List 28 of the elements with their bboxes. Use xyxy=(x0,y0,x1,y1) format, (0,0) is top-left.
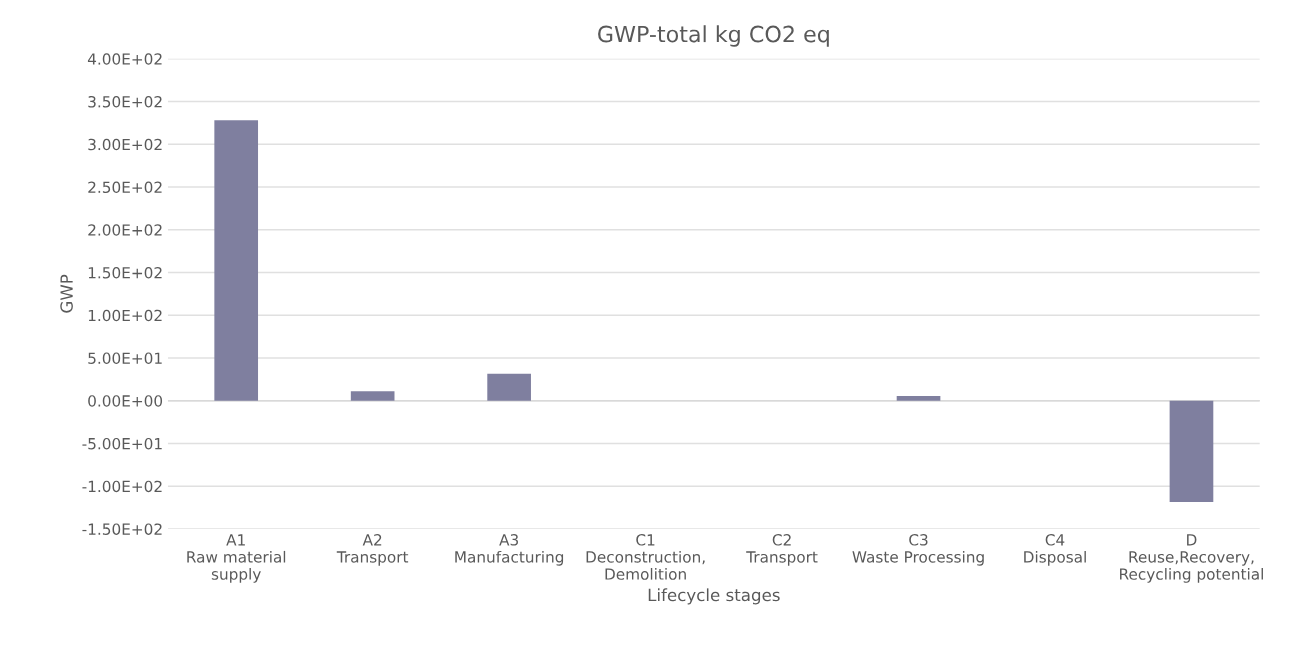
y-tick-label: 2.00E+02 xyxy=(88,224,162,236)
x-tick-label: C2 Transport xyxy=(746,534,818,566)
x-tick-label: C4 Disposal xyxy=(1024,534,1086,566)
chart-title: GWP-total kg CO2 eq xyxy=(598,25,829,47)
y-tick-label: -1.00E+02 xyxy=(82,480,162,493)
x-axis-title: Lifecycle stages xyxy=(648,588,780,605)
x-tick-label: A2 Transport xyxy=(336,534,409,566)
x-tick-label: C3 Waste Processing xyxy=(852,534,984,566)
y-tick-label: 0.00E+00 xyxy=(88,395,163,407)
x-tick-label: D Reuse,Recovery, Recycling potential xyxy=(1120,534,1263,583)
y-tick-label: 4.00E+02 xyxy=(87,53,162,65)
y-tick-label: 1.50E+02 xyxy=(88,266,162,279)
y-tick-label: 5.00E+01 xyxy=(88,352,162,364)
y-axis-title: GWP xyxy=(60,274,73,313)
bar xyxy=(896,396,941,401)
y-tick-label: 3.50E+02 xyxy=(88,95,162,108)
y-tick-label: -1.50E+02 xyxy=(82,523,162,535)
y-tick-label: 2.50E+02 xyxy=(88,181,162,194)
x-tick-label: A1 Raw material supply xyxy=(187,534,286,583)
bar xyxy=(214,120,259,401)
bar xyxy=(1169,400,1214,502)
y-tick-label: 3.00E+02 xyxy=(88,138,162,151)
x-tick-label: A3 Manufacturing xyxy=(455,534,564,566)
y-tick-label: 1.00E+02 xyxy=(88,309,162,322)
bar xyxy=(487,373,531,401)
bar xyxy=(350,391,395,401)
y-tick-label: -5.00E+01 xyxy=(82,437,162,450)
x-tick-label: C1 Deconstruction, Demolition xyxy=(586,534,705,580)
